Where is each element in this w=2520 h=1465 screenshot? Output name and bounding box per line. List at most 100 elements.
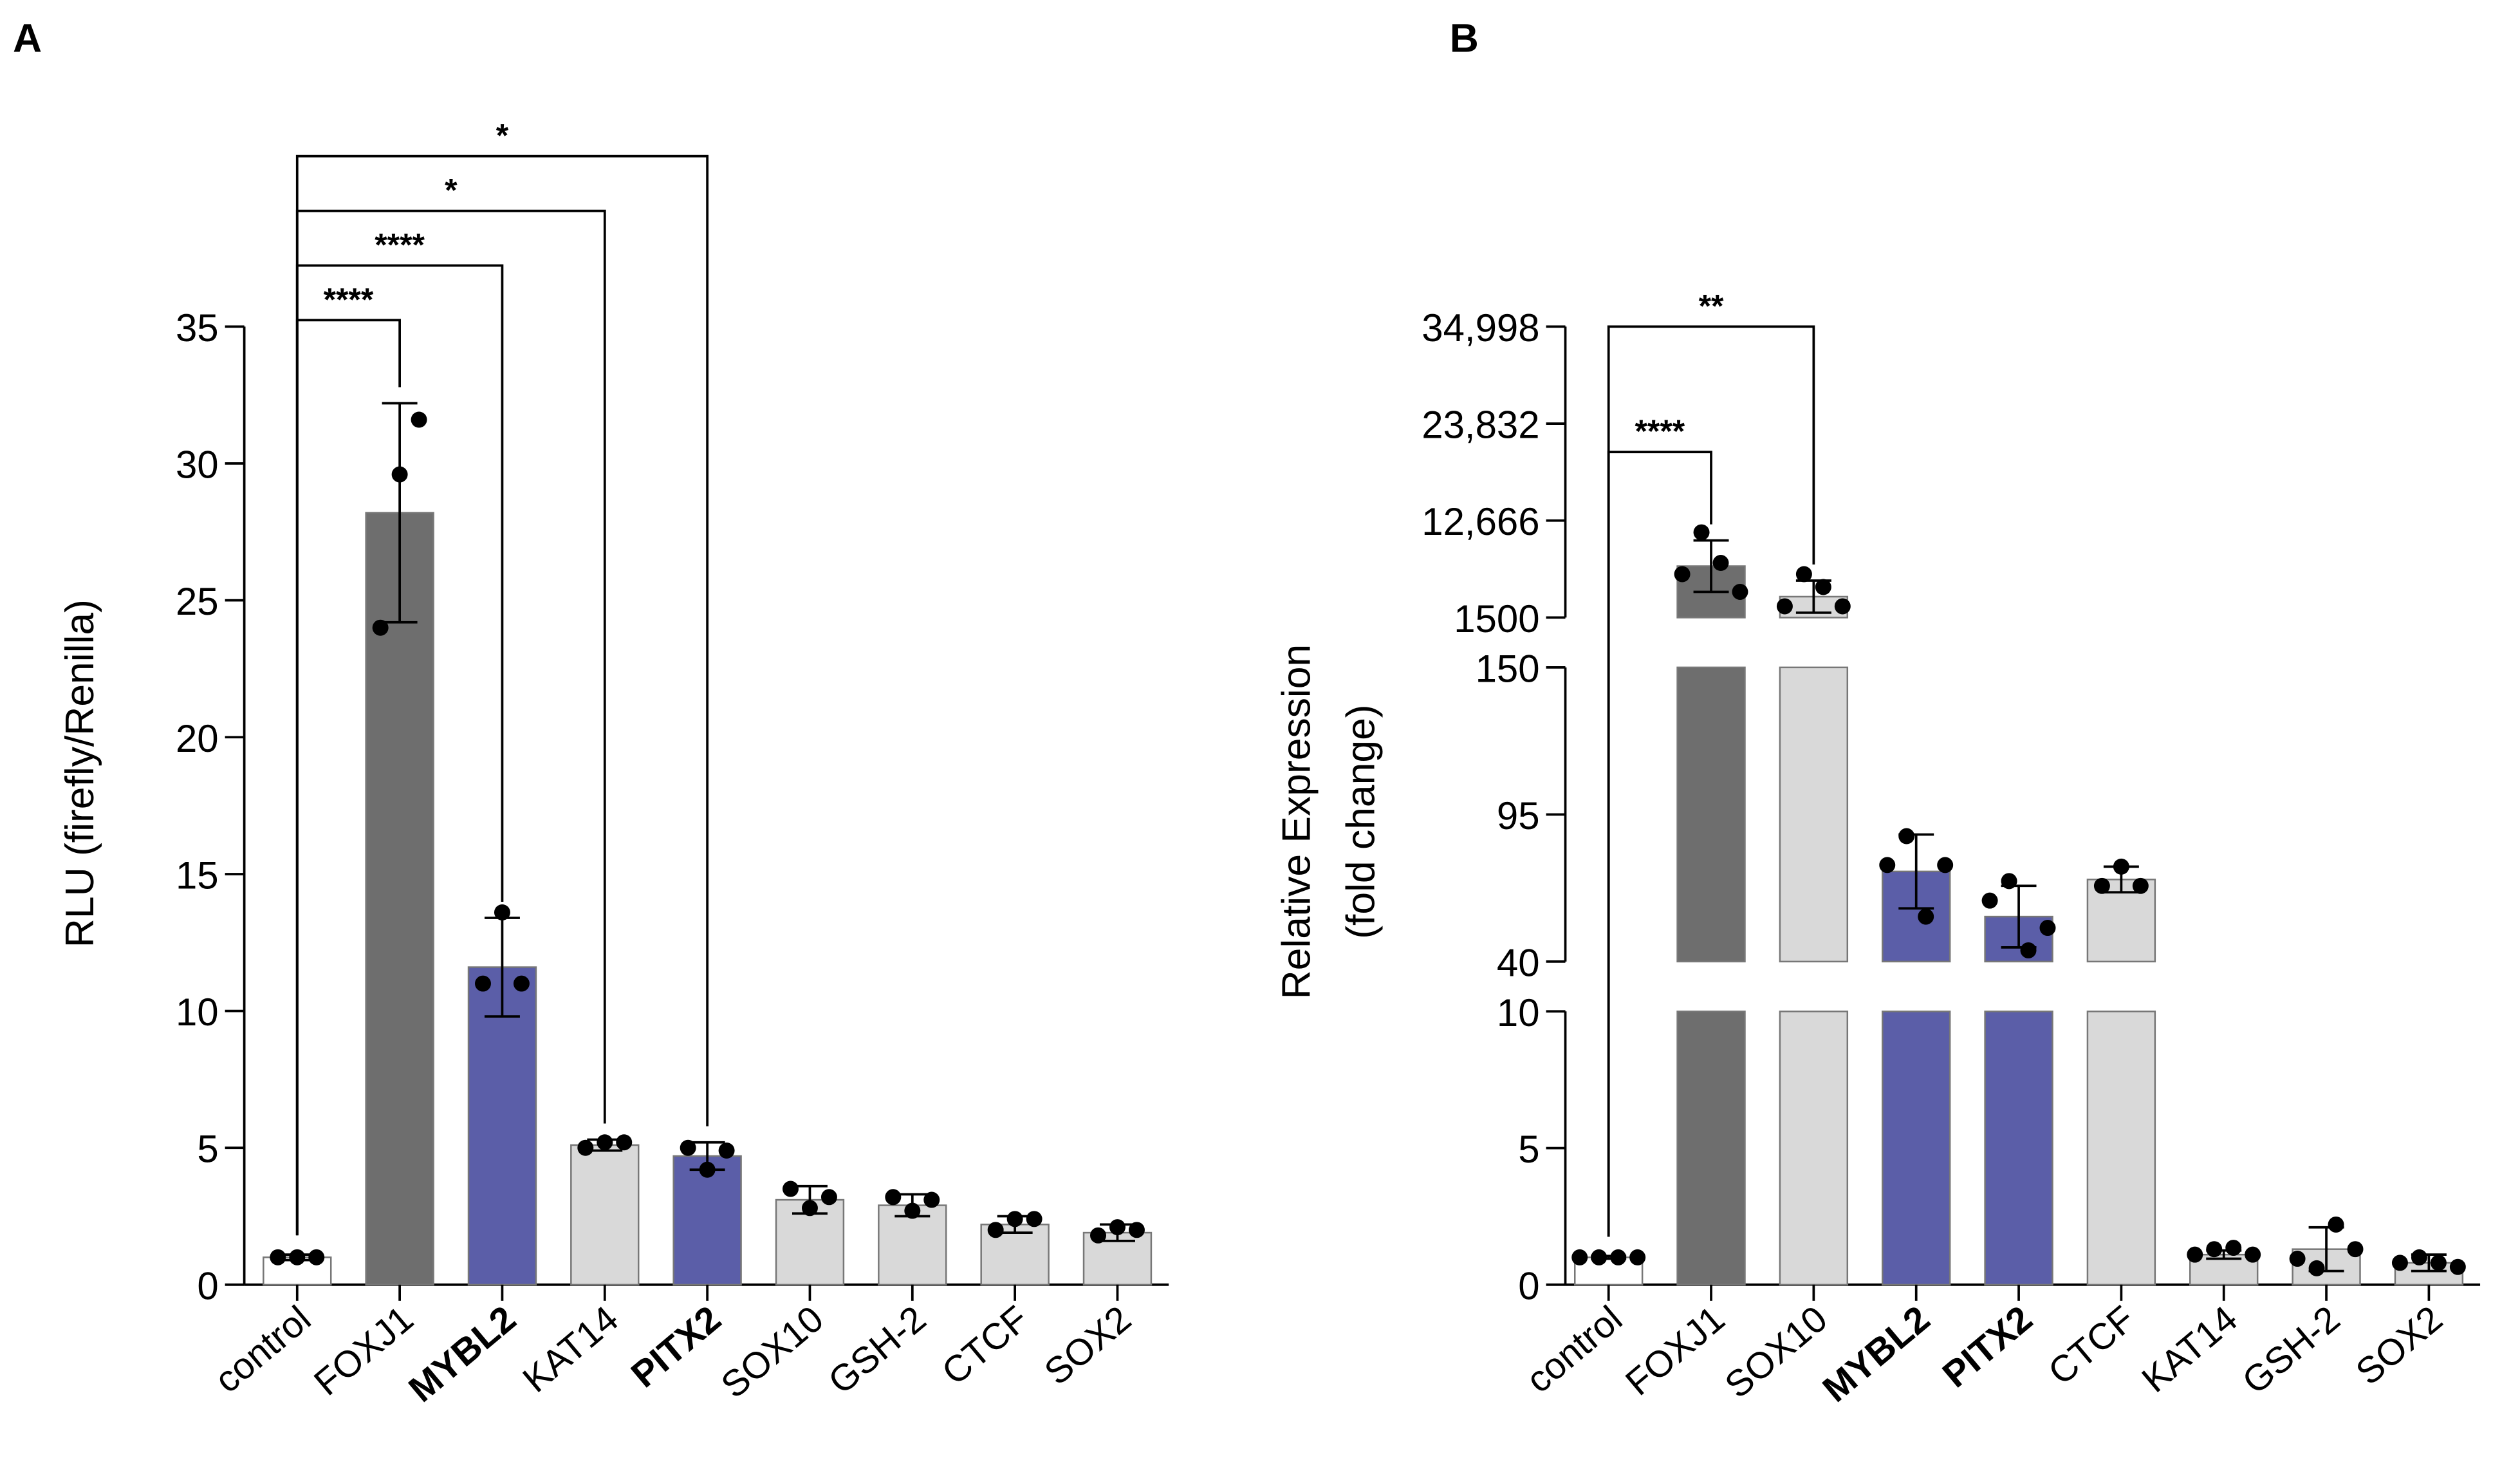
y-tick-label: 1500 (1454, 597, 1539, 640)
y-tick-label: 0 (197, 1264, 218, 1307)
data-point (923, 1191, 940, 1208)
bar (1984, 1011, 2053, 1286)
data-point (1898, 828, 1915, 844)
x-tick-label: FOXJ1 (1618, 1298, 1732, 1404)
y-tick-label: 20 (176, 717, 219, 760)
data-point (2347, 1241, 2364, 1258)
data-point (1629, 1249, 1646, 1265)
data-point (308, 1249, 325, 1265)
data-point (1090, 1227, 1106, 1244)
bar (1882, 1011, 1951, 1286)
y-tick-label: 10 (1497, 991, 1540, 1034)
data-point (1834, 598, 1851, 615)
data-point (2391, 1255, 2408, 1271)
data-point (1026, 1211, 1042, 1227)
data-point (987, 1222, 1004, 1238)
bar (1779, 666, 1849, 963)
bar (1676, 1011, 1746, 1286)
significance-bracket (295, 154, 709, 1236)
data-point (820, 1189, 837, 1206)
data-point (597, 1134, 613, 1151)
x-tick-label: MYBL2 (402, 1298, 524, 1410)
data-point (2132, 877, 2149, 894)
data-point (2113, 858, 2129, 875)
significance-label: **** (324, 281, 374, 317)
x-tick-label: GSH-2 (821, 1298, 934, 1403)
data-point (2308, 1260, 2325, 1276)
data-point (1571, 1249, 1588, 1265)
data-point (474, 975, 491, 992)
x-tick-label: control (207, 1298, 319, 1401)
data-point (2225, 1240, 2242, 1256)
significance-label: * (496, 118, 509, 154)
data-point (1795, 566, 1812, 583)
bar (2086, 1011, 2156, 1286)
x-tick-label: SOX2 (1037, 1298, 1139, 1394)
significance-label: * (445, 173, 458, 209)
x-tick-label: CTCF (2041, 1298, 2142, 1393)
data-point (885, 1189, 902, 1206)
y-tick-label: 10 (176, 991, 219, 1034)
x-tick-label: SOX10 (1718, 1298, 1835, 1406)
significance-bracket (295, 209, 606, 1236)
x-tick-label: PITX2 (624, 1298, 728, 1396)
significance-label: **** (1635, 413, 1685, 449)
error-bar (1693, 539, 1729, 593)
data-point (391, 466, 408, 483)
bar (365, 512, 434, 1286)
x-tick-label: SOX2 (2348, 1298, 2451, 1394)
y-tick-label: 5 (1518, 1128, 1539, 1171)
data-point (1109, 1219, 1126, 1236)
significance-label: ** (1699, 288, 1724, 324)
data-point (1712, 555, 1729, 572)
panel-label: A (13, 15, 42, 61)
data-point (2093, 877, 2110, 894)
data-point (372, 619, 389, 636)
y-tick-label: 35 (176, 306, 219, 350)
y-tick-label: 5 (197, 1128, 218, 1171)
x-tick-label: MYBL2 (1815, 1298, 1938, 1410)
y-axis-label: RLU (firefly/Renilla) (57, 599, 102, 947)
x-tick-label: FOXJ1 (306, 1298, 421, 1404)
data-point (494, 904, 510, 920)
y-tick-label: 12,666 (1422, 500, 1539, 543)
bar (570, 1144, 640, 1286)
x-tick-label: KAT14 (515, 1298, 626, 1401)
data-point (270, 1249, 286, 1265)
y-axis-label: Relative Expression (1274, 644, 1319, 1000)
x-tick-label: SOX10 (714, 1298, 831, 1406)
data-point (2430, 1255, 2447, 1271)
x-tick-label: GSH-2 (2235, 1298, 2348, 1403)
data-point (2289, 1251, 2306, 1267)
y-tick-label: 40 (1497, 941, 1540, 984)
data-point (783, 1180, 799, 1197)
y-tick-label: 23,832 (1422, 404, 1539, 447)
x-tick-label: CTCF (934, 1298, 1036, 1393)
data-point (2187, 1246, 2203, 1263)
data-point (616, 1134, 633, 1151)
y-tick-label: 150 (1476, 647, 1540, 690)
data-point (1693, 524, 1710, 541)
data-point (1981, 892, 1998, 909)
data-point (2328, 1216, 2344, 1233)
x-tick-label: KAT14 (2135, 1298, 2245, 1401)
data-point (1674, 566, 1691, 583)
data-point (680, 1139, 696, 1156)
data-point (801, 1200, 818, 1217)
significance-label: **** (375, 227, 425, 263)
data-point (1815, 579, 1831, 595)
data-point (699, 1161, 716, 1178)
data-point (904, 1202, 921, 1219)
significance-bracket (1607, 325, 1815, 1237)
data-point (411, 411, 427, 428)
panel-label: B (1450, 15, 1479, 61)
y-tick-label: 25 (176, 580, 219, 623)
data-point (2245, 1246, 2261, 1263)
bar (1779, 1011, 1849, 1286)
data-point (1610, 1249, 1627, 1265)
data-point (2001, 873, 2017, 890)
data-point (2206, 1241, 2223, 1258)
bar (1676, 666, 1746, 963)
data-point (2449, 1258, 2466, 1275)
